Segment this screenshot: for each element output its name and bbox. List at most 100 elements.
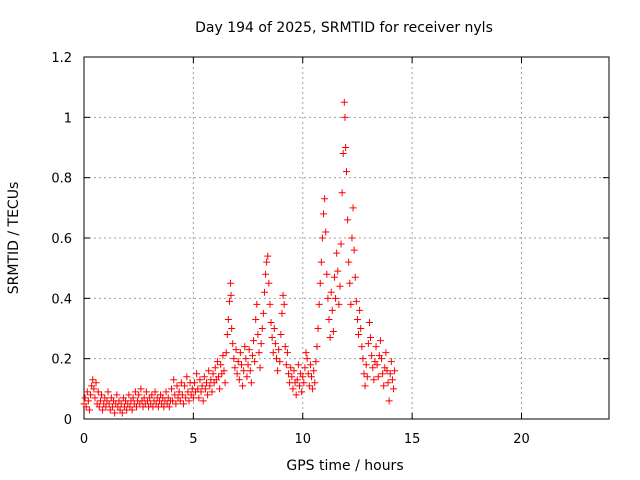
data-point bbox=[318, 259, 325, 266]
data-point bbox=[295, 361, 302, 368]
data-point bbox=[181, 382, 188, 389]
data-point bbox=[386, 397, 393, 404]
data-point bbox=[202, 385, 209, 392]
data-point bbox=[346, 280, 353, 287]
data-point bbox=[343, 168, 350, 175]
data-point bbox=[235, 358, 242, 365]
data-point bbox=[319, 235, 326, 242]
data-point bbox=[143, 388, 150, 395]
data-point bbox=[176, 388, 183, 395]
data-point bbox=[229, 340, 236, 347]
data-point bbox=[89, 376, 96, 383]
data-point bbox=[339, 189, 346, 196]
data-point bbox=[326, 316, 333, 323]
data-point bbox=[278, 310, 285, 317]
data-point bbox=[204, 391, 211, 398]
data-point bbox=[269, 334, 276, 341]
data-point bbox=[205, 367, 212, 374]
y-axis-label: SRMTID / TECUs bbox=[6, 182, 22, 295]
data-point bbox=[285, 370, 292, 377]
data-point bbox=[312, 358, 319, 365]
data-point bbox=[309, 385, 316, 392]
data-point bbox=[198, 388, 205, 395]
data-point bbox=[327, 334, 334, 341]
y-tick-label: 0 bbox=[64, 413, 72, 428]
data-point bbox=[289, 385, 296, 392]
x-tick-labels: 0 5 10 15 20 bbox=[80, 432, 530, 447]
data-point bbox=[390, 385, 397, 392]
data-point bbox=[281, 301, 288, 308]
data-point bbox=[270, 349, 277, 356]
data-point bbox=[222, 379, 229, 386]
data-point bbox=[95, 388, 102, 395]
data-point bbox=[163, 388, 170, 395]
data-point bbox=[357, 325, 364, 332]
data-point bbox=[261, 289, 268, 296]
data-point bbox=[334, 268, 341, 275]
data-point bbox=[178, 379, 185, 386]
data-point bbox=[271, 325, 278, 332]
data-point bbox=[242, 355, 249, 362]
data-point bbox=[336, 283, 343, 290]
data-point bbox=[315, 325, 322, 332]
data-point bbox=[368, 352, 375, 359]
data-point bbox=[193, 370, 200, 377]
data-point bbox=[307, 361, 314, 368]
data-point bbox=[385, 379, 392, 386]
data-point bbox=[276, 358, 283, 365]
data-point bbox=[254, 331, 261, 338]
data-point bbox=[344, 216, 351, 223]
data-point bbox=[364, 373, 371, 380]
data-points bbox=[81, 99, 399, 417]
data-point bbox=[356, 307, 363, 314]
data-point bbox=[362, 382, 369, 389]
data-point bbox=[310, 367, 317, 374]
data-point bbox=[173, 382, 180, 389]
data-point bbox=[228, 325, 235, 332]
data-point bbox=[251, 358, 258, 365]
data-point bbox=[248, 379, 255, 386]
data-point bbox=[308, 373, 315, 380]
data-point bbox=[369, 364, 376, 371]
data-point bbox=[351, 247, 358, 254]
x-tick-label: 15 bbox=[404, 432, 421, 447]
data-point bbox=[250, 337, 257, 344]
data-point bbox=[305, 370, 312, 377]
data-point bbox=[354, 316, 361, 323]
data-point bbox=[256, 349, 263, 356]
data-point bbox=[219, 352, 226, 359]
x-tick-label: 0 bbox=[80, 432, 88, 447]
data-point bbox=[231, 364, 238, 371]
data-point bbox=[137, 385, 144, 392]
data-point bbox=[243, 373, 250, 380]
data-point bbox=[280, 292, 287, 299]
data-point bbox=[125, 391, 132, 398]
data-point bbox=[335, 301, 342, 308]
data-point bbox=[87, 391, 94, 398]
data-point bbox=[258, 340, 265, 347]
data-point bbox=[341, 114, 348, 121]
data-point bbox=[113, 391, 120, 398]
data-point bbox=[132, 388, 139, 395]
data-point bbox=[324, 295, 331, 302]
data-point bbox=[331, 274, 338, 281]
data-point bbox=[377, 337, 384, 344]
data-point bbox=[323, 271, 330, 278]
data-point bbox=[226, 298, 233, 305]
chart-title: Day 194 of 2025, SRMTID for receiver nyl… bbox=[195, 20, 493, 36]
y-tick-labels: 00.20.40.60.811.2 bbox=[51, 51, 72, 428]
data-point bbox=[228, 292, 235, 299]
data-point bbox=[217, 361, 224, 368]
data-point bbox=[240, 367, 247, 374]
data-point bbox=[275, 346, 282, 353]
data-point bbox=[237, 349, 244, 356]
data-point bbox=[358, 343, 365, 350]
data-point bbox=[284, 349, 291, 356]
data-point bbox=[260, 310, 267, 317]
data-point bbox=[246, 346, 253, 353]
data-point bbox=[367, 334, 374, 341]
data-point bbox=[304, 355, 311, 362]
data-point bbox=[249, 352, 256, 359]
data-point bbox=[168, 385, 175, 392]
data-point bbox=[338, 241, 345, 248]
